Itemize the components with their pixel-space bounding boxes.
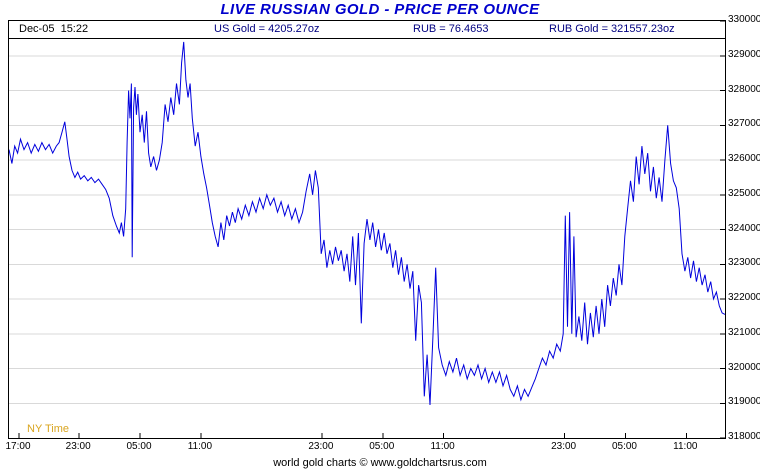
rub-rate-value: RUB = 76.4653 [413, 23, 489, 35]
y-tick-label: 326000 [728, 153, 760, 164]
x-tick-label: 23:00 [308, 441, 334, 452]
x-axis-labels: 17:00 23:00 05:00 11:00 23:00 05:00 11:00 23:00… [0, 441, 760, 453]
x-tick-label: 11:00 [673, 441, 698, 452]
y-tick-label: 324000 [728, 222, 760, 234]
y-tick-label: 320000 [728, 361, 760, 373]
x-tick-label: 11:00 [187, 441, 213, 452]
x-tick-label: 05:00 [611, 441, 637, 452]
x-tick-label: 05:00 [369, 441, 395, 452]
us-gold-value: US Gold = 4205.27oz [214, 23, 320, 35]
x-tick-label: 23:00 [551, 441, 577, 452]
y-tick-label: 323000 [728, 257, 760, 269]
chart-header-row: Dec-05 15:22 US Gold = 4205.27oz RUB = 7… [9, 21, 725, 39]
y-tick-label: 321000 [728, 326, 760, 338]
price-line [9, 41, 725, 406]
y-tick-label: 322000 [728, 292, 760, 303]
y-tick-label: 329000 [728, 48, 760, 60]
y-tick-label: 327000 [728, 118, 760, 130]
timezone-label: NY Time [27, 423, 69, 435]
rub-gold-value: RUB Gold = 321557.23oz [549, 23, 675, 35]
y-tick-label: 318000 [728, 431, 760, 442]
plot-area: Dec-05 15:22 US Gold = 4205.27oz RUB = 7… [8, 20, 726, 439]
y-axis-labels: 318000 319000 320000 321000 322000 323000 3240… [728, 0, 760, 475]
price-chart-svg [9, 21, 725, 438]
chart-title: LIVE RUSSIAN GOLD - PRICE PER OUNCE [220, 1, 540, 18]
y-tick-label: 330000 [728, 14, 760, 25]
y-tick-label: 328000 [728, 83, 760, 95]
x-tick-label: 11:00 [430, 441, 455, 452]
y-tick-label: 319000 [728, 396, 760, 408]
x-tick-label: 17:00 [5, 441, 31, 452]
x-tick-label: 05:00 [126, 441, 152, 452]
x-tick-label: 23:00 [65, 441, 91, 452]
copyright-footer: world gold charts © www.goldchartsrus.co… [273, 457, 487, 469]
datetime-label: Dec-05 15:22 [19, 23, 89, 35]
y-tick-label: 325000 [728, 187, 760, 199]
